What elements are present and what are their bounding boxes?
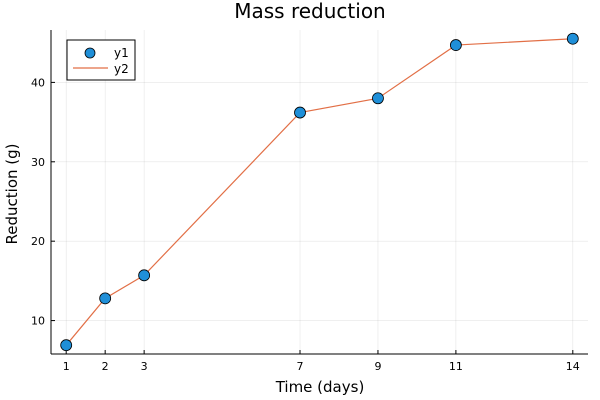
x-tick-label: 9 bbox=[374, 360, 381, 373]
x-axis-ticks: 1 2 3 7 9 11 14 bbox=[63, 350, 580, 373]
x-tick-label: 3 bbox=[141, 360, 148, 373]
legend-label-y1: y1 bbox=[114, 46, 129, 60]
y-axis-label: Reduction (g) bbox=[3, 144, 21, 245]
grid-lines bbox=[51, 30, 588, 354]
data-point-y1 bbox=[138, 269, 151, 282]
x-tick-label: 7 bbox=[297, 360, 304, 373]
legend-label-y2: y2 bbox=[114, 62, 129, 76]
data-point-y1 bbox=[566, 32, 579, 45]
data-point-y1 bbox=[60, 339, 73, 352]
data-point-y1 bbox=[372, 92, 384, 105]
axes bbox=[50, 30, 588, 355]
x-tick-label: 11 bbox=[449, 360, 463, 373]
data-point-y1 bbox=[99, 292, 112, 305]
legend-box bbox=[66, 39, 136, 81]
y-tick-label: 30 bbox=[31, 156, 45, 169]
y-tick-label: 10 bbox=[31, 315, 45, 328]
y-tick-label: 20 bbox=[31, 235, 45, 248]
legend-marker-y1 bbox=[84, 47, 96, 59]
chart-title: Mass reduction bbox=[234, 0, 385, 23]
y-tick-label: 40 bbox=[31, 76, 45, 89]
series bbox=[60, 32, 579, 352]
series-line-y2 bbox=[65, 38, 573, 346]
x-tick-label: 1 bbox=[63, 360, 70, 373]
x-axis-label: Time (days) bbox=[275, 378, 365, 396]
x-tick-label: 2 bbox=[102, 360, 109, 373]
data-point-y1 bbox=[294, 106, 306, 119]
x-tick-label: 14 bbox=[566, 360, 580, 373]
data-point-y1 bbox=[449, 39, 462, 51]
y-axis-ticks: 10 20 30 40 bbox=[31, 76, 55, 328]
legend: y1 y2 bbox=[66, 39, 136, 81]
